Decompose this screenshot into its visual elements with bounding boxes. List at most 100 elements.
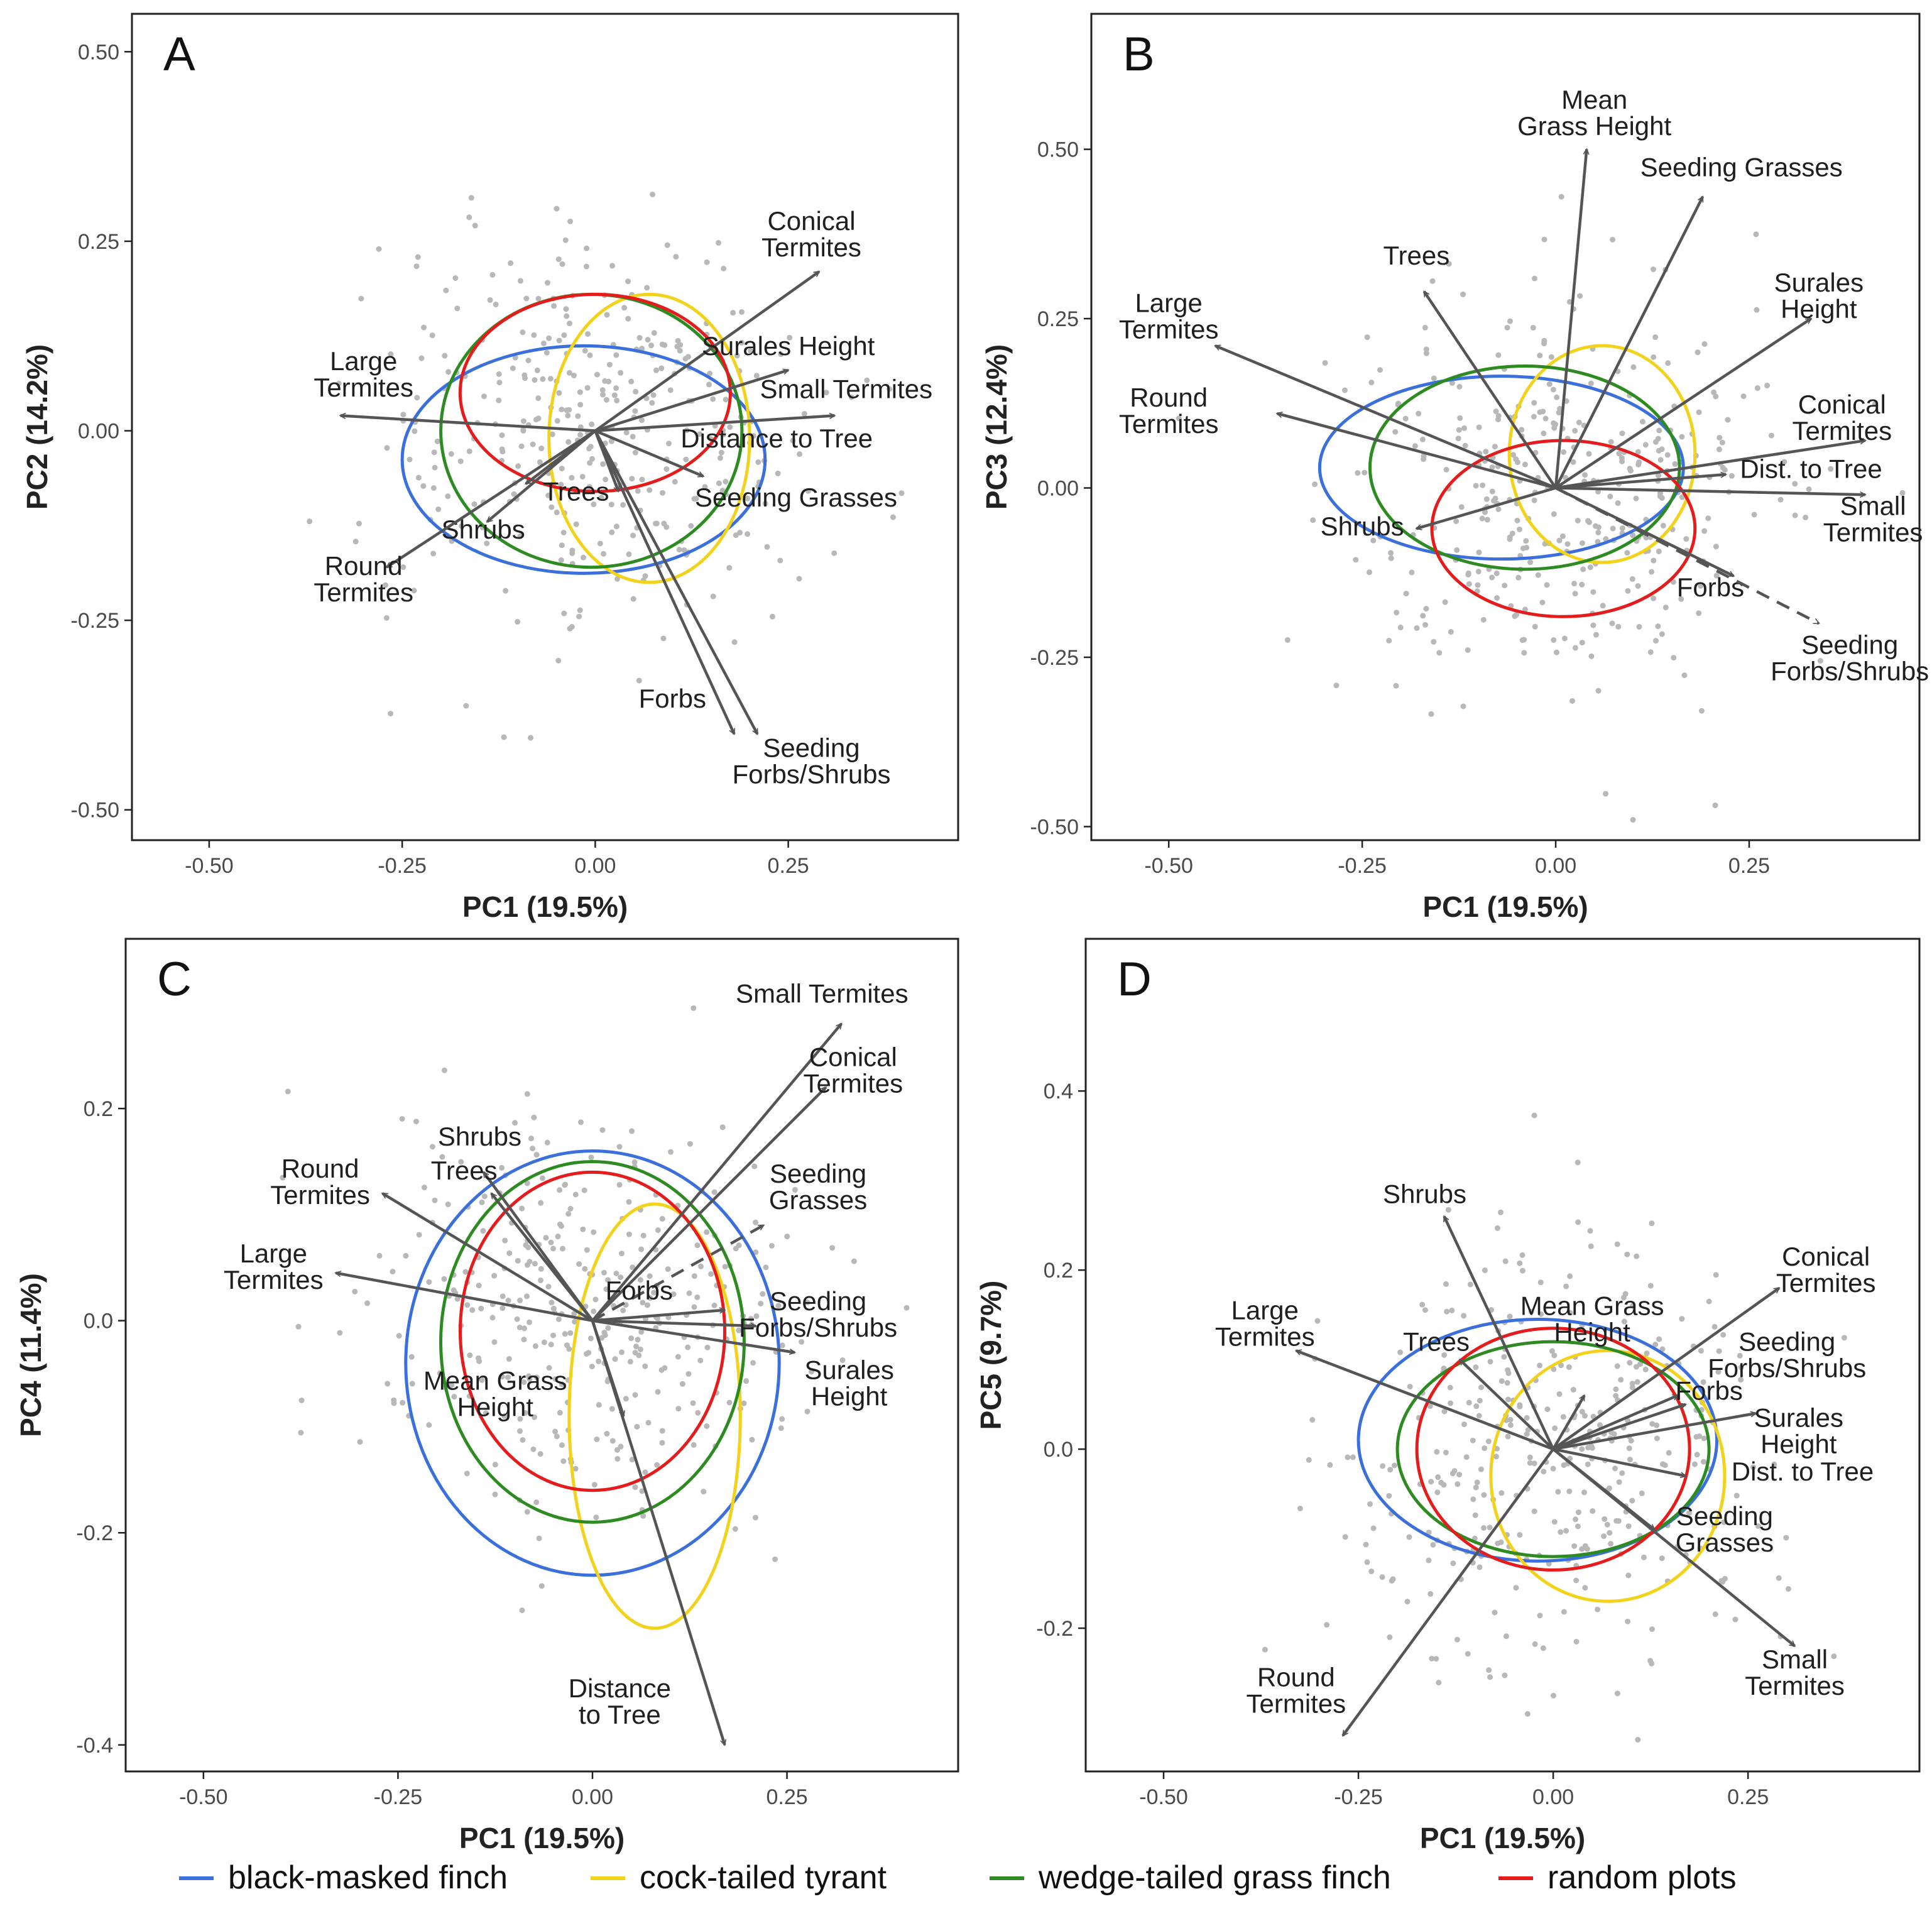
loading-label: Large Termites — [224, 1239, 324, 1294]
sample-point — [613, 352, 619, 358]
sample-point — [538, 446, 545, 452]
x-tick-label: 0.00 — [574, 854, 616, 878]
sample-point — [1630, 532, 1636, 539]
loading-arrow — [594, 430, 759, 735]
sample-point — [676, 547, 682, 553]
loading-label: Dist. to Tree — [1740, 454, 1882, 483]
loading-label: Dist. to Tree — [1732, 1457, 1874, 1486]
sample-point — [1656, 548, 1662, 554]
loading-arrow — [1341, 1448, 1554, 1736]
sample-point — [1551, 425, 1558, 431]
sample-point — [823, 390, 829, 396]
sample-point — [1524, 544, 1530, 550]
sample-point — [521, 1337, 527, 1343]
sample-point — [390, 1269, 396, 1275]
sample-point — [1662, 605, 1669, 611]
sample-point — [584, 1247, 590, 1253]
sample-point — [1390, 1576, 1396, 1582]
sample-point — [779, 1416, 785, 1422]
sample-point — [1625, 1572, 1632, 1579]
sample-point — [538, 1277, 544, 1283]
sample-point — [1561, 1462, 1567, 1469]
sample-point — [1721, 1519, 1727, 1525]
sample-point — [523, 1293, 530, 1300]
loading-label: Conical Termites — [803, 1043, 903, 1098]
sample-point — [614, 397, 620, 403]
sample-point — [1527, 1460, 1533, 1466]
sample-point — [1493, 408, 1499, 415]
y-tick-label: -0.25 — [1030, 646, 1079, 670]
sample-point — [530, 1446, 537, 1452]
sample-point — [1628, 1438, 1634, 1444]
sample-point — [565, 439, 572, 445]
loading-label: Large Termites — [314, 346, 413, 402]
sample-point — [1672, 461, 1678, 467]
sample-point — [596, 1402, 602, 1408]
sample-point — [540, 340, 547, 346]
sample-point — [627, 1359, 633, 1365]
loading-arrow — [592, 1310, 725, 1322]
loading-label: Large Termites — [1215, 1296, 1315, 1352]
ellipse-black-masked-finch — [404, 1149, 781, 1577]
loading-label: Trees — [431, 1156, 498, 1185]
sample-point — [831, 550, 838, 556]
sample-point — [552, 1376, 559, 1382]
sample-point — [544, 1139, 550, 1146]
sample-point — [591, 501, 597, 508]
sample-point — [1493, 1453, 1499, 1460]
sample-point — [576, 613, 582, 620]
sample-point — [1463, 1454, 1470, 1460]
loading-label: Small Termites — [1745, 1645, 1845, 1700]
sample-point — [890, 514, 896, 520]
sample-point — [1517, 526, 1523, 532]
sample-point — [591, 1482, 598, 1488]
sample-point — [1519, 1267, 1525, 1274]
sample-point — [685, 1371, 692, 1377]
sample-point — [1712, 1611, 1718, 1617]
sample-point — [1443, 466, 1449, 473]
sample-point — [659, 1428, 665, 1434]
sample-point — [1489, 574, 1495, 581]
sample-point — [586, 1350, 592, 1356]
sample-point — [1420, 613, 1426, 619]
sample-point — [285, 1088, 291, 1095]
sample-point — [1588, 653, 1595, 659]
sample-point — [1561, 1609, 1567, 1615]
sample-point — [1473, 483, 1479, 489]
sample-point — [499, 1374, 505, 1380]
sample-point — [596, 1358, 602, 1364]
sample-point — [582, 1266, 588, 1272]
sample-point — [1498, 1378, 1505, 1384]
sample-point — [1642, 442, 1649, 448]
sample-point — [623, 1396, 629, 1402]
sample-point — [1619, 458, 1625, 464]
sample-point — [599, 1127, 606, 1133]
sample-point — [514, 1316, 520, 1322]
sample-point — [1579, 1409, 1585, 1415]
sample-point — [1421, 456, 1427, 462]
sample-point — [1428, 711, 1434, 717]
sample-point — [530, 1146, 536, 1152]
sample-point — [1608, 1541, 1614, 1547]
sample-point — [530, 441, 536, 447]
sample-point — [1582, 1585, 1588, 1591]
sample-point — [1647, 1283, 1654, 1289]
sample-point — [753, 1219, 759, 1225]
sample-point — [664, 242, 670, 248]
sample-point — [1431, 375, 1437, 381]
sample-point — [1475, 569, 1482, 575]
sample-point — [604, 312, 610, 318]
sample-point — [1402, 415, 1409, 422]
sample-point — [1480, 616, 1487, 623]
sample-point — [1531, 497, 1537, 503]
legend-label: cock-tailed tyrant — [640, 1859, 887, 1896]
sample-point — [1619, 525, 1625, 532]
sample-point — [1387, 1634, 1393, 1640]
sample-point — [496, 371, 502, 377]
sample-point — [430, 485, 437, 491]
sample-point — [653, 367, 659, 373]
sample-point — [688, 523, 694, 529]
sample-point — [1517, 1403, 1523, 1409]
sample-point — [848, 394, 854, 400]
sample-point — [1391, 1462, 1397, 1469]
